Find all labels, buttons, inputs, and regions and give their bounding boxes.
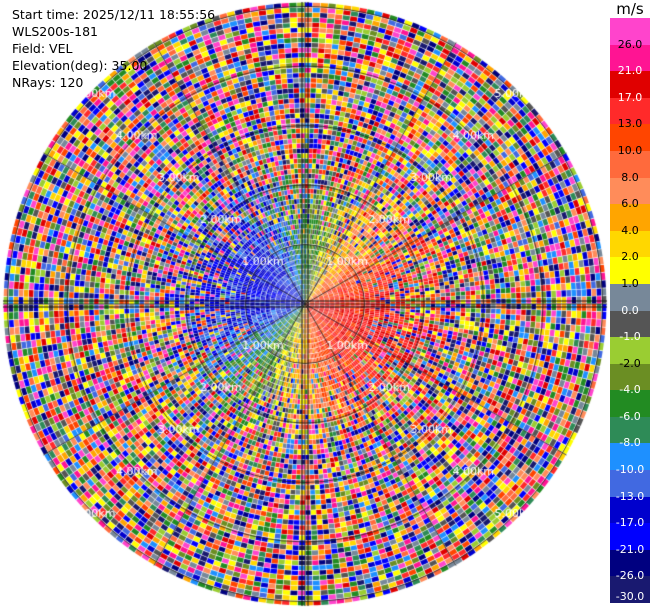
colorbar-unit: m/s [616, 0, 644, 18]
colorbar-cell [610, 204, 650, 232]
colorbar-tick-label: 1.0 [621, 276, 639, 290]
colorbar-cell [610, 390, 650, 418]
colorbar-cell [610, 44, 650, 72]
colorbar-tick-label: 8.0 [621, 170, 639, 184]
colorbar-tick-label: 26.0 [617, 37, 643, 51]
colorbar-cell [610, 576, 650, 604]
colorbar-tick-label: 21.0 [617, 64, 643, 78]
colorbar-cell [610, 496, 650, 524]
colorbar-cell [610, 310, 650, 338]
colorbar-tick-label: -6.0 [619, 409, 641, 423]
colorbar-cell [610, 443, 650, 471]
colorbar-cell [610, 18, 650, 46]
colorbar-tick-label: -2.0 [619, 356, 641, 370]
colorbar-tick-label: -21.0 [615, 542, 645, 556]
colorbar-cell [610, 230, 650, 258]
colorbar-tick-label: -1.0 [619, 330, 641, 344]
colorbar-cell [610, 177, 650, 205]
colorbar-tick-label: 2.0 [621, 250, 639, 264]
colorbar-cell [610, 363, 650, 391]
colorbar-tick-label: -4.0 [619, 383, 641, 397]
colorbar-cell [610, 283, 650, 311]
nrays-label: NRays: 120 [12, 75, 84, 90]
colorbar-cell [610, 71, 650, 99]
colorbar-cell [610, 97, 650, 125]
colorbar-tick-label: 4.0 [621, 223, 639, 237]
colorbar-tick-label: 17.0 [617, 90, 643, 104]
instrument-label: WLS200s-181 [12, 24, 98, 39]
colorbar-tick-label: -13.0 [615, 489, 645, 503]
colorbar: 26.0 21.0 17.0 13.0 10.0 8.0 6.0 4.0 2.0 1.0 0.0 -1… [610, 18, 650, 604]
colorbar-cell [610, 124, 650, 152]
start-time-label: Start time: 2025/12/11 18:55:56 [12, 7, 216, 22]
colorbar-cell [610, 150, 650, 179]
info-panel: Start time: 2025/12/11 18:55:56 WLS200s-… [12, 6, 215, 91]
colorbar-tick-label: 6.0 [621, 197, 639, 211]
colorbar-tick-label: 13.0 [617, 117, 643, 131]
elevation-label: Elevation(deg): 35.00 [12, 58, 148, 73]
colorbar-cell [610, 257, 650, 285]
ppi-velocity-plot [0, 0, 610, 610]
field-label: Field: VEL [12, 41, 73, 56]
colorbar-cell [610, 416, 650, 444]
colorbar-tick-label: -30.0 [615, 590, 645, 603]
colorbar-cell [610, 549, 650, 577]
colorbar-tick-label: -10.0 [615, 463, 645, 477]
colorbar-cell [610, 523, 650, 551]
colorbar-tick-label: -8.0 [619, 436, 641, 450]
colorbar-cell [610, 470, 650, 498]
colorbar-tick-label: 0.0 [621, 303, 639, 317]
colorbar-cell [610, 337, 650, 365]
colorbar-tick-label: -26.0 [615, 569, 645, 583]
colorbar-tick-label: 10.0 [617, 143, 643, 157]
colorbar-tick-label: -17.0 [615, 516, 645, 530]
